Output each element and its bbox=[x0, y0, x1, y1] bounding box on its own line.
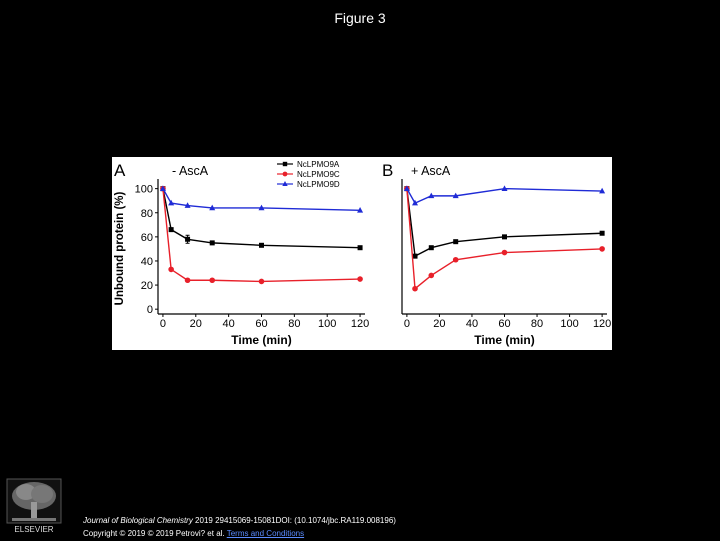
x-tick-label: 120 bbox=[593, 318, 611, 330]
data-point bbox=[209, 277, 216, 284]
data-point bbox=[502, 234, 507, 240]
x-axis-label: Time (min) bbox=[474, 333, 534, 347]
data-point bbox=[184, 277, 191, 284]
legend-marker bbox=[282, 161, 288, 167]
data-point bbox=[412, 285, 418, 292]
x-tick-label: 80 bbox=[531, 318, 543, 330]
y-tick-label: 60 bbox=[141, 232, 153, 244]
data-point bbox=[357, 207, 364, 213]
data-point bbox=[501, 185, 508, 191]
figure-chart: 0 20 40 60 80 100 120 0 20 40 60 80 100 Time (min) Unb… bbox=[114, 160, 611, 347]
x-tick-label: 60 bbox=[498, 318, 510, 330]
series-line-NcLPMO9C bbox=[406, 188, 603, 291]
data-point bbox=[599, 246, 605, 252]
y-tick-label: 0 bbox=[147, 304, 153, 316]
data-point bbox=[184, 202, 191, 208]
data-point bbox=[452, 256, 459, 263]
x-tick-label: 20 bbox=[190, 318, 202, 330]
citation-details: 2019 29415069-15081DOI: (10.1074/jbc.RA1… bbox=[192, 516, 396, 525]
data-point bbox=[412, 253, 418, 259]
x-tick-label: 20 bbox=[433, 318, 445, 330]
copyright-line: Copyright © 2019 © 2019 Petrovi? et al. … bbox=[83, 527, 396, 540]
data-point bbox=[599, 187, 606, 194]
y-tick-label: 40 bbox=[141, 256, 153, 268]
data-point bbox=[428, 192, 435, 199]
data-point bbox=[453, 239, 459, 245]
x-tick-label: 40 bbox=[466, 318, 478, 330]
data-point bbox=[428, 245, 434, 251]
terms-link[interactable]: Terms and Conditions bbox=[226, 529, 305, 538]
data-point bbox=[357, 276, 363, 282]
legend-label: NcLPMO9D bbox=[297, 180, 340, 189]
series-line-NcLPMO9A bbox=[162, 188, 361, 249]
y-axis-label: Unbound protein (%) bbox=[114, 191, 126, 305]
data-point bbox=[209, 204, 216, 211]
x-tick-label: 80 bbox=[288, 318, 300, 330]
slide-title: Figure 3 bbox=[334, 10, 386, 26]
data-point bbox=[258, 204, 265, 211]
y-tick-label: 100 bbox=[135, 184, 153, 196]
legend-label: NcLPMO9A bbox=[297, 160, 340, 169]
x-tick-label: 40 bbox=[223, 318, 235, 330]
data-point bbox=[168, 199, 175, 206]
data-point bbox=[159, 185, 166, 191]
panel-label: + AscA bbox=[411, 164, 451, 178]
panel-letter: A bbox=[114, 161, 126, 180]
legend-marker bbox=[282, 171, 288, 177]
legend-label: NcLPMO9C bbox=[297, 170, 340, 179]
data-point bbox=[412, 199, 419, 206]
data-point bbox=[258, 278, 265, 285]
data-point bbox=[168, 266, 174, 273]
panel-letter: B bbox=[382, 161, 393, 180]
figure-panel: 0 20 40 60 80 100 120 0 20 40 60 80 100 Time (min) Unb… bbox=[112, 157, 612, 350]
y-tick-label: 80 bbox=[141, 208, 153, 220]
x-tick-label: 0 bbox=[160, 318, 166, 330]
y-tick-label: 20 bbox=[141, 280, 153, 292]
x-tick-label: 100 bbox=[318, 318, 336, 330]
publisher-name: ELSEVIER bbox=[14, 525, 53, 534]
copyright-text: Copyright © 2019 © 2019 Petrovi? et al. bbox=[83, 529, 225, 538]
x-tick-label: 0 bbox=[404, 318, 410, 330]
data-point bbox=[501, 249, 508, 256]
series-line-NcLPMO9A bbox=[406, 188, 603, 258]
elsevier-tree-icon: ELSEVIER bbox=[6, 478, 62, 534]
x-axis-label: Time (min) bbox=[231, 333, 291, 347]
data-point bbox=[599, 230, 605, 236]
journal-name: Journal of Biological Chemistry bbox=[83, 516, 193, 525]
data-point bbox=[209, 240, 215, 246]
data-point bbox=[403, 185, 410, 191]
x-tick-label: 60 bbox=[255, 318, 267, 330]
elsevier-logo: ELSEVIER bbox=[6, 478, 62, 536]
citation-line: Journal of Biological Chemistry 2019 294… bbox=[83, 514, 396, 527]
data-point bbox=[259, 242, 264, 248]
x-tick-label: 120 bbox=[351, 318, 369, 330]
data-point bbox=[428, 272, 435, 279]
legend-marker bbox=[282, 181, 288, 186]
data-point bbox=[168, 227, 174, 233]
data-point bbox=[452, 192, 459, 199]
x-tick-label: 100 bbox=[560, 318, 578, 330]
series-line-NcLPMO9C bbox=[162, 188, 361, 283]
citation-block: Journal of Biological Chemistry 2019 294… bbox=[83, 514, 396, 540]
data-point bbox=[357, 245, 363, 251]
panel-label: - AscA bbox=[172, 164, 209, 178]
series-line-NcLPMO9D bbox=[406, 187, 603, 205]
series-line-NcLPMO9D bbox=[162, 188, 361, 212]
